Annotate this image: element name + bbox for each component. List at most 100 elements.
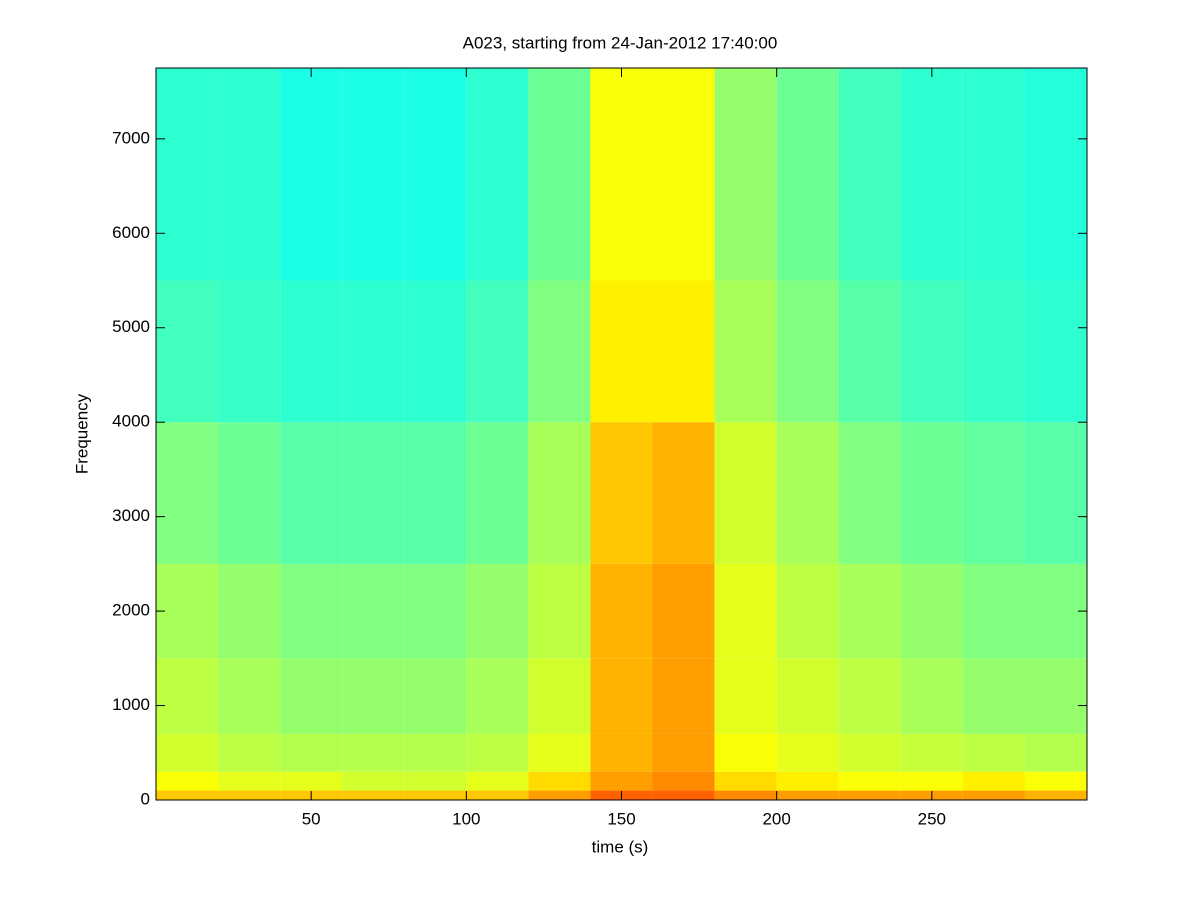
- x-tick-label: 200: [762, 809, 790, 828]
- heatmap-cell: [156, 790, 219, 800]
- heatmap-cell: [156, 68, 219, 281]
- heatmap-cell: [714, 563, 777, 659]
- y-axis-label: Frequency: [72, 393, 91, 474]
- heatmap-cell: [342, 790, 405, 800]
- heatmap-cell: [776, 68, 839, 281]
- heatmap-cell: [652, 790, 715, 800]
- heatmap-cell: [590, 68, 653, 281]
- heatmap-cell: [962, 280, 1025, 423]
- heatmap-cell: [714, 733, 777, 772]
- heatmap-cell: [776, 658, 839, 734]
- y-tick-label: 4000: [112, 412, 150, 431]
- heatmap-cell: [466, 733, 529, 772]
- heatmap-cell: [1024, 422, 1087, 564]
- heatmap-cell: [962, 68, 1025, 281]
- heatmap-cell: [466, 422, 529, 564]
- heatmap-cell: [342, 280, 405, 423]
- heatmap-cell: [528, 563, 591, 659]
- heatmap-cell: [776, 771, 839, 791]
- heatmap-cell: [218, 563, 281, 659]
- heatmap-cell: [590, 658, 653, 734]
- heatmap-cell: [838, 563, 901, 659]
- heatmap-cell: [280, 771, 343, 791]
- heatmap-cell: [962, 771, 1025, 791]
- heatmap-cell: [218, 68, 281, 281]
- heatmap-cell: [838, 68, 901, 281]
- heatmap-cell: [528, 422, 591, 564]
- heatmap-cell: [714, 658, 777, 734]
- heatmap-cell: [528, 658, 591, 734]
- heatmap-cell: [776, 563, 839, 659]
- heatmap-cell: [466, 68, 529, 281]
- heatmap-cell: [218, 422, 281, 564]
- heatmap-cell: [404, 771, 467, 791]
- heatmap-cell: [280, 280, 343, 423]
- heatmap-cell: [714, 771, 777, 791]
- heatmap-cell: [776, 280, 839, 423]
- heatmap-cell: [280, 68, 343, 281]
- heatmap-cell: [466, 563, 529, 659]
- heatmap-cell: [652, 771, 715, 791]
- heatmap-cell: [1024, 733, 1087, 772]
- heatmap-cell: [652, 280, 715, 423]
- x-tick-label: 150: [607, 809, 635, 828]
- heatmap-cell: [404, 790, 467, 800]
- y-tick-label: 2000: [112, 601, 150, 620]
- heatmap-cell: [404, 658, 467, 734]
- heatmap-cell: [1024, 790, 1087, 800]
- heatmap-cell: [156, 422, 219, 564]
- heatmap-cell: [900, 733, 963, 772]
- heatmap-cell: [342, 771, 405, 791]
- heatmap-cell: [652, 733, 715, 772]
- heatmap-cell: [590, 422, 653, 564]
- heatmap-cell: [218, 790, 281, 800]
- heatmap-cell: [838, 280, 901, 423]
- heatmap-cell: [280, 733, 343, 772]
- heatmap-cell: [900, 422, 963, 564]
- heatmap-cell: [900, 658, 963, 734]
- heatmap-cell: [962, 658, 1025, 734]
- heatmap: [156, 68, 1087, 800]
- heatmap-cell: [342, 68, 405, 281]
- heatmap-cell: [838, 771, 901, 791]
- heatmap-cell: [652, 422, 715, 564]
- heatmap-cell: [404, 733, 467, 772]
- heatmap-cell: [900, 771, 963, 791]
- heatmap-cell: [776, 733, 839, 772]
- heatmap-cell: [776, 790, 839, 800]
- heatmap-cell: [714, 790, 777, 800]
- heatmap-cell: [652, 68, 715, 281]
- heatmap-cell: [838, 733, 901, 772]
- heatmap-cell: [156, 733, 219, 772]
- heatmap-cell: [714, 422, 777, 564]
- heatmap-cell: [838, 422, 901, 564]
- heatmap-cell: [1024, 280, 1087, 423]
- heatmap-cell: [404, 68, 467, 281]
- heatmap-cell: [156, 280, 219, 423]
- heatmap-cell: [1024, 771, 1087, 791]
- heatmap-cell: [962, 563, 1025, 659]
- heatmap-cell: [652, 563, 715, 659]
- heatmap-cell: [776, 422, 839, 564]
- heatmap-cell: [838, 790, 901, 800]
- heatmap-cell: [404, 422, 467, 564]
- heatmap-cell: [156, 563, 219, 659]
- heatmap-cell: [714, 68, 777, 281]
- x-tick-label: 250: [918, 809, 946, 828]
- heatmap-cell: [218, 771, 281, 791]
- heatmap-cell: [838, 658, 901, 734]
- heatmap-cell: [1024, 68, 1087, 281]
- heatmap-cell: [342, 658, 405, 734]
- heatmap-cell: [466, 280, 529, 423]
- heatmap-cell: [590, 771, 653, 791]
- heatmap-cell: [156, 658, 219, 734]
- heatmap-cell: [404, 280, 467, 423]
- heatmap-cell: [342, 563, 405, 659]
- heatmap-cell: [466, 658, 529, 734]
- heatmap-cell: [1024, 563, 1087, 659]
- y-tick-label: 6000: [112, 223, 150, 242]
- heatmap-cell: [590, 563, 653, 659]
- heatmap-cell: [218, 733, 281, 772]
- heatmap-cell: [218, 280, 281, 423]
